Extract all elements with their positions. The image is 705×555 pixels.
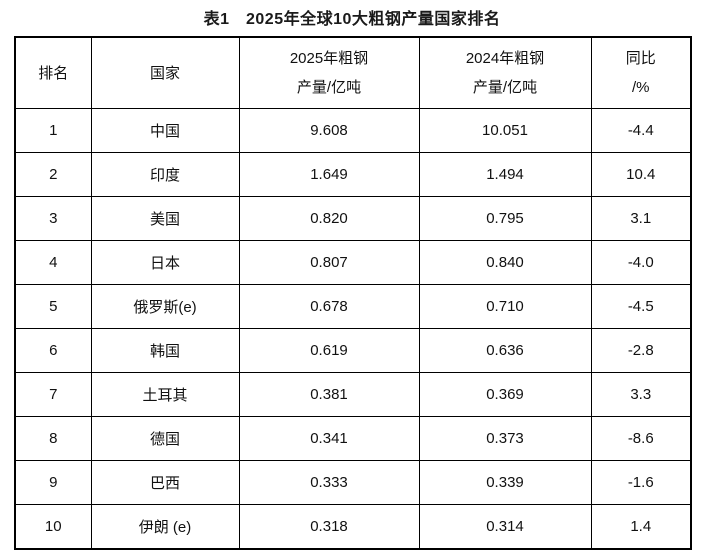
- country-cell: 韩国: [90, 328, 240, 373]
- yoy-cell: 10.4: [590, 152, 692, 197]
- yoy-cell: 1.4: [590, 504, 692, 550]
- production-2025-cell: 0.333: [238, 460, 420, 505]
- rank-cell: 3: [14, 196, 92, 241]
- production-2025-cell: 0.381: [238, 372, 420, 417]
- production-2025-cell: 0.807: [238, 240, 420, 285]
- header-label-line1: 2025年粗钢: [289, 50, 369, 67]
- table-row: 6 韩国 0.619 0.636 -2.8: [14, 328, 692, 373]
- table-title: 表1 2025年全球10大粗钢产量国家排名: [203, 11, 501, 28]
- yoy-cell: -1.6: [590, 460, 692, 505]
- production-2024-cell: 0.840: [418, 240, 592, 285]
- rank-cell: 6: [14, 328, 92, 373]
- header-label-line2: 产量/亿吨: [472, 79, 538, 96]
- country-cell: 德国: [90, 416, 240, 461]
- yoy-cell: 3.1: [590, 196, 692, 241]
- header-label-line1: 2024年粗钢: [465, 50, 545, 67]
- header-label-line2: 产量/亿吨: [296, 79, 362, 96]
- table-row: 3 美国 0.820 0.795 3.1: [14, 196, 692, 241]
- country-cell: 巴西: [90, 460, 240, 505]
- country-cell: 日本: [90, 240, 240, 285]
- production-2024-cell: 0.339: [418, 460, 592, 505]
- production-2024-cell: 0.314: [418, 504, 592, 550]
- table-row: 10 伊朗 (e) 0.318 0.314 1.4: [14, 504, 692, 550]
- country-cell: 土耳其: [90, 372, 240, 417]
- country-cell: 印度: [90, 152, 240, 197]
- rank-cell: 9: [14, 460, 92, 505]
- production-2024-cell: 0.373: [418, 416, 592, 461]
- table-row: 7 土耳其 0.381 0.369 3.3: [14, 372, 692, 417]
- production-2025-cell: 9.608: [238, 108, 420, 153]
- production-2024-cell: 0.795: [418, 196, 592, 241]
- rank-cell: 2: [14, 152, 92, 197]
- country-cell: 美国: [90, 196, 240, 241]
- header-row: 排名 国家 2025年粗钢 产量/亿吨 2024年粗钢 产量/亿吨 同比 /%: [14, 36, 692, 109]
- table-row: 9 巴西 0.333 0.339 -1.6: [14, 460, 692, 505]
- yoy-cell: -4.5: [590, 284, 692, 329]
- production-2025-cell: 0.341: [238, 416, 420, 461]
- country-cell: 中国: [90, 108, 240, 153]
- yoy-cell: 3.3: [590, 372, 692, 417]
- production-2024-cell: 1.494: [418, 152, 592, 197]
- header-label: 国家: [149, 64, 180, 82]
- table-row: 8 德国 0.341 0.373 -8.6: [14, 416, 692, 461]
- production-2024-cell: 0.636: [418, 328, 592, 373]
- production-2024-cell: 0.710: [418, 284, 592, 329]
- header-cell-yoy: 同比 /%: [590, 36, 692, 109]
- header-label-line2: /%: [631, 79, 650, 96]
- country-cell: 俄罗斯(e): [90, 284, 240, 329]
- header-cell-country: 国家: [90, 36, 240, 109]
- yoy-cell: -8.6: [590, 416, 692, 461]
- rank-cell: 10: [14, 504, 92, 550]
- yoy-cell: -2.8: [590, 328, 692, 373]
- table-row: 4 日本 0.807 0.840 -4.0: [14, 240, 692, 285]
- country-cell: 伊朗 (e): [90, 504, 240, 550]
- yoy-cell: -4.0: [590, 240, 692, 285]
- rank-cell: 4: [14, 240, 92, 285]
- steel-production-table: 排名 国家 2025年粗钢 产量/亿吨 2024年粗钢 产量/亿吨 同比 /%: [14, 36, 692, 550]
- production-2025-cell: 1.649: [238, 152, 420, 197]
- production-2024-cell: 10.051: [418, 108, 592, 153]
- rank-cell: 8: [14, 416, 92, 461]
- table-row: 2 印度 1.649 1.494 10.4: [14, 152, 692, 197]
- production-2025-cell: 0.820: [238, 196, 420, 241]
- table-row: 1 中国 9.608 10.051 -4.4: [14, 108, 692, 153]
- production-2025-cell: 0.318: [238, 504, 420, 550]
- header-cell-production-2025: 2025年粗钢 产量/亿吨: [238, 36, 420, 109]
- yoy-cell: -4.4: [590, 108, 692, 153]
- rank-cell: 7: [14, 372, 92, 417]
- table-row: 5 俄罗斯(e) 0.678 0.710 -4.5: [14, 284, 692, 329]
- rank-cell: 5: [14, 284, 92, 329]
- production-2024-cell: 0.369: [418, 372, 592, 417]
- header-cell-production-2024: 2024年粗钢 产量/亿吨: [418, 36, 592, 109]
- production-2025-cell: 0.678: [238, 284, 420, 329]
- header-label: 排名: [38, 64, 69, 82]
- header-label-line1: 同比: [625, 50, 656, 67]
- header-cell-rank: 排名: [14, 36, 92, 109]
- rank-cell: 1: [14, 108, 92, 153]
- production-2025-cell: 0.619: [238, 328, 420, 373]
